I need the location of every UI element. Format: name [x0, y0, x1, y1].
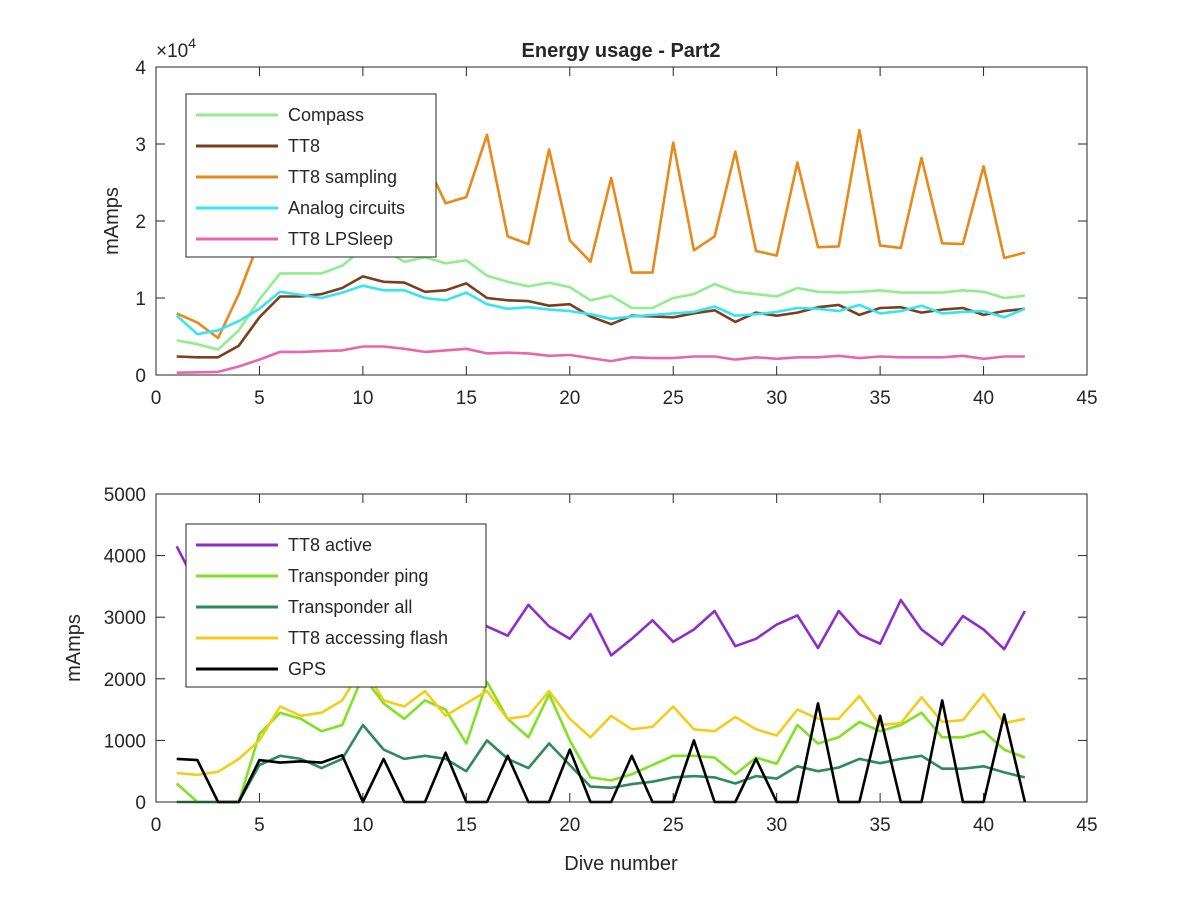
bottom-y-tick-label: 5000	[104, 485, 146, 506]
bottom-y-tick-label: 2000	[104, 670, 146, 691]
bottom-x-tick-label: 15	[456, 815, 477, 836]
legend-label-transponder-ping: Transponder ping	[288, 566, 428, 586]
bottom-y-tick-label: 3000	[104, 608, 146, 629]
legend-label-tt8-accessing-flash: TT8 accessing flash	[288, 628, 448, 648]
top-x-tick-label: 45	[1076, 388, 1097, 409]
y-exponent-label: ×104	[156, 35, 196, 62]
legend-label-tt8-sampling: TT8 sampling	[288, 167, 397, 187]
bottom-ticks: 0 5 10 15 20 25 30 35 40 45 0 1000 2000 3000 4000 5000	[104, 485, 1098, 836]
bottom-chart-panel: Dive number mAmps 0 5 10 15 20 25 30 35 40 45 0 100…	[63, 485, 1098, 875]
top-y-tick-label: 3	[135, 135, 146, 156]
chart-title: Energy usage - Part2	[522, 40, 721, 62]
top-x-tick-label: 0	[151, 388, 162, 409]
top-chart-panel: Energy usage - Part2 ×104 mAmps 0 5 10 15 20…	[101, 35, 1098, 409]
legend-label-tt8: TT8	[288, 136, 320, 156]
bottom-legend: TT8 active Transponder ping Transponder al…	[185, 523, 487, 688]
top-series-lines	[175, 128, 1026, 374]
top-x-tick-label: 35	[870, 388, 891, 409]
series-line-transponder-all	[176, 723, 1026, 804]
series-line-tt8	[176, 275, 1026, 359]
bottom-x-tick-label: 10	[352, 815, 373, 836]
top-y-tick-label: 1	[135, 289, 146, 310]
bottom-x-tick-label: 20	[559, 815, 580, 836]
bottom-x-tick-label: 30	[766, 815, 787, 836]
bottom-x-tick-label: 35	[870, 815, 891, 836]
bottom-x-tick-label: 0	[151, 815, 162, 836]
bottom-y-tick-label: 0	[135, 793, 146, 814]
top-x-tick-label: 25	[663, 388, 684, 409]
bottom-x-tick-label: 40	[973, 815, 994, 836]
legend-label-tt8-lpsleep: TT8 LPSleep	[288, 229, 393, 249]
bottom-y-tick-label: 4000	[104, 547, 146, 568]
top-axes-box	[155, 66, 1088, 376]
top-y-tick-label: 2	[135, 212, 146, 233]
top-y-axis-label: mAmps	[101, 187, 123, 255]
bottom-x-tick-label: 5	[254, 815, 265, 836]
top-x-tick-label: 40	[973, 388, 994, 409]
series-line-compass	[176, 247, 1026, 351]
series-line-tt8-lpsleep	[176, 345, 1025, 374]
bottom-x-tick-label: 25	[663, 815, 684, 836]
legend-label-tt8-active: TT8 active	[288, 535, 372, 555]
top-legend: Compass TT8 TT8 sampling Analog circuits TT8…	[185, 93, 437, 258]
legend-label-gps: GPS	[288, 659, 326, 679]
top-x-tick-label: 15	[456, 388, 477, 409]
top-x-tick-label: 20	[559, 388, 580, 409]
legend-label-analog-circuits: Analog circuits	[288, 198, 405, 218]
bottom-axes-box	[155, 493, 1088, 803]
top-y-tick-label: 0	[135, 366, 146, 387]
x-axis-label: Dive number	[564, 853, 678, 875]
top-x-tick-label: 5	[254, 388, 265, 409]
top-x-tick-label: 10	[352, 388, 373, 409]
bottom-x-tick-label: 45	[1076, 815, 1097, 836]
legend-label-compass: Compass	[288, 105, 364, 125]
legend-label-transponder-all: Transponder all	[288, 597, 412, 617]
series-line-analog-circuits	[175, 284, 1026, 336]
bottom-y-axis-label: mAmps	[63, 614, 85, 682]
top-y-tick-label: 4	[135, 58, 146, 79]
top-ticks: 0 5 10 15 20 25 30 35 40 45 0 1 2 3 4	[135, 58, 1097, 409]
top-x-tick-label: 30	[766, 388, 787, 409]
bottom-y-tick-label: 1000	[104, 731, 146, 752]
